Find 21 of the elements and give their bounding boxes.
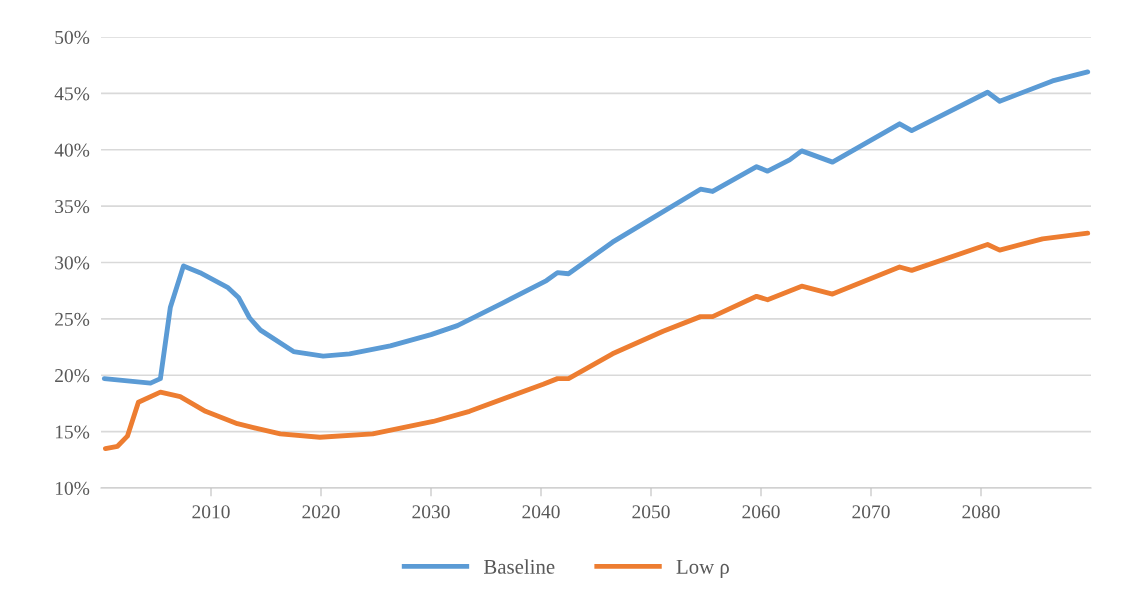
x-tick-label: 2030 xyxy=(412,505,450,519)
y-tick-label: 25% xyxy=(55,312,90,326)
y-tick-label: 30% xyxy=(55,256,90,270)
y-tick-label: 15% xyxy=(55,425,90,439)
y-tick-label: 35% xyxy=(55,199,90,214)
y-tick-label: 40% xyxy=(54,143,90,157)
x-tick-label: 2080 xyxy=(962,505,1000,519)
y-tick-label: 10% xyxy=(55,481,90,495)
legend-label: Low ρ xyxy=(676,559,729,579)
line-series xyxy=(102,230,1091,451)
legend-label: Baseline xyxy=(484,559,555,574)
x-tick-label: 2040 xyxy=(522,505,560,519)
y-tick-label: 45% xyxy=(54,87,90,101)
x-tick-label: 2020 xyxy=(302,505,340,519)
x-tick-label: 2060 xyxy=(742,505,780,519)
x-tick-label: 2010 xyxy=(192,505,230,519)
y-tick-label: 20% xyxy=(55,369,90,383)
line-series xyxy=(101,69,1091,386)
x-tick-label: 2070 xyxy=(852,505,890,519)
x-tick-label: 2050 xyxy=(632,505,670,519)
y-tick-label: 50% xyxy=(55,30,90,44)
